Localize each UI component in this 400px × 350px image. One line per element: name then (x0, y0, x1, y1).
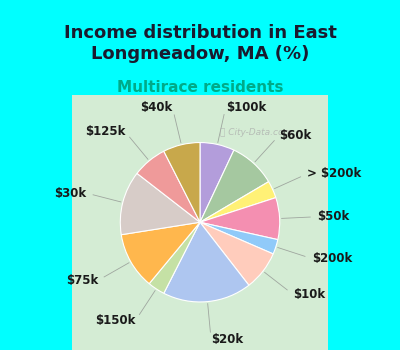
Wedge shape (200, 150, 269, 222)
Text: $125k: $125k (85, 125, 125, 138)
Text: $150k: $150k (95, 314, 136, 327)
Wedge shape (164, 222, 249, 302)
Text: $30k: $30k (54, 187, 86, 199)
Wedge shape (149, 222, 200, 293)
Text: Income distribution in East
Longmeadow, MA (%): Income distribution in East Longmeadow, … (64, 25, 336, 63)
Text: $20k: $20k (211, 333, 243, 346)
Wedge shape (200, 182, 276, 222)
Text: > $200k: > $200k (307, 167, 361, 180)
Text: $50k: $50k (317, 210, 350, 223)
Text: ⓘ City-Data.com: ⓘ City-Data.com (220, 128, 292, 137)
Text: $10k: $10k (293, 288, 325, 301)
Text: $60k: $60k (279, 129, 311, 142)
Wedge shape (121, 222, 200, 284)
Text: $40k: $40k (140, 102, 172, 114)
Wedge shape (120, 173, 200, 235)
Wedge shape (200, 142, 234, 222)
Wedge shape (200, 222, 273, 285)
Wedge shape (164, 142, 200, 222)
Text: $200k: $200k (312, 252, 352, 265)
Text: Multirace residents: Multirace residents (117, 80, 283, 95)
Wedge shape (200, 198, 280, 240)
Text: $100k: $100k (226, 101, 266, 114)
Wedge shape (200, 222, 278, 254)
Text: $75k: $75k (66, 274, 98, 287)
Wedge shape (137, 151, 200, 222)
